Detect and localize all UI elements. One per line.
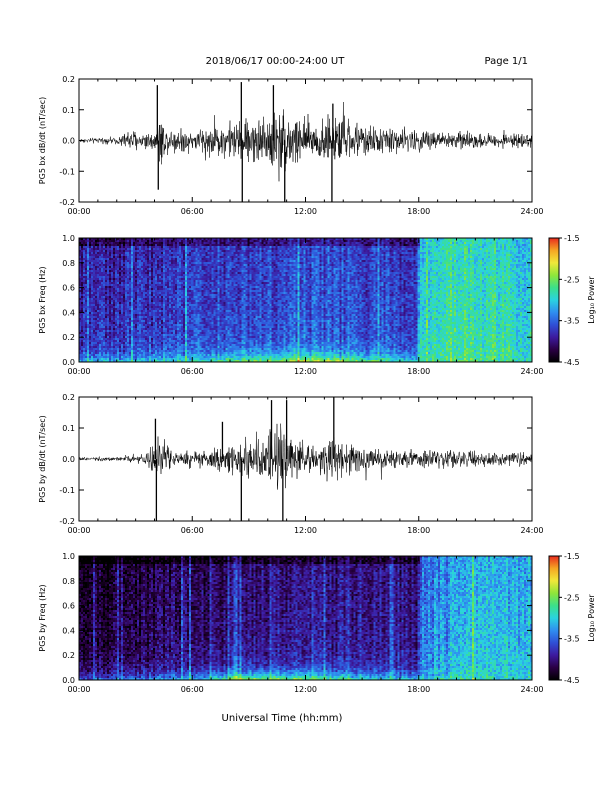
y-tick-label: 0.0	[62, 137, 75, 146]
by-waveform-panel: 00:00 06:00 12:00 18:00 24:00 0.2 0.1 0.0 -0.1 -0…	[38, 393, 544, 535]
colorbar-tick-label: -1.5	[564, 234, 580, 243]
colorbar-tick-label: -3.5	[564, 317, 580, 326]
colorbar-tick-label: -2.5	[564, 593, 580, 602]
x-tick-label: 06:00	[181, 207, 204, 216]
y-axis-title: PG5 by dB/dt (nT/sec)	[38, 415, 47, 502]
x-tick-label: 12:00	[294, 367, 317, 376]
y-axis-title: PG5 by Freq (Hz)	[38, 584, 47, 651]
x-tick-label: 12:00	[294, 207, 317, 216]
by-spectrogram-panel: 00:00 06:00 12:00 18:00 24:00 1.0 0.8 0.6 0.4 0.2…	[38, 552, 596, 694]
x-tick-label: 24:00	[520, 207, 543, 216]
x-axis-title: Universal Time (hh:mm)	[222, 713, 343, 724]
x-tick-label: 24:00	[520, 367, 543, 376]
x-tick-label: 18:00	[407, 685, 430, 694]
x-tick-label: 24:00	[520, 685, 543, 694]
y-tick-label: 0.1	[62, 424, 75, 433]
y-tick-label: 0.1	[62, 106, 75, 115]
colorbar	[548, 555, 560, 681]
y-tick-label: 0.2	[62, 75, 75, 84]
y-tick-label: 0.0	[62, 358, 75, 367]
y-axis-title: PG5 bx dB/dt (nT/sec)	[38, 97, 47, 184]
x-tick-label: 00:00	[67, 526, 90, 535]
colorbar	[548, 237, 560, 363]
y-tick-label: 1.0	[62, 552, 75, 561]
y-tick-label: -0.1	[59, 486, 75, 495]
x-tick-label: 18:00	[407, 526, 430, 535]
x-tick-label: 00:00	[67, 207, 90, 216]
spectrogram-image	[79, 238, 532, 362]
y-tick-label: 0.4	[62, 308, 75, 317]
x-tick-label: 18:00	[407, 207, 430, 216]
y-tick-label: -0.2	[59, 517, 75, 526]
y-tick-label: -0.2	[59, 198, 75, 207]
bx-spectrogram-panel: 00:00 06:00 12:00 18:00 24:00 1.0 0.8 0.6 0.4 0.2…	[38, 234, 596, 376]
waveform-trace	[78, 102, 533, 182]
y-tick-label: 1.0	[62, 234, 75, 243]
y-tick-label: 0.6	[62, 602, 75, 611]
x-tick-label: 12:00	[294, 526, 317, 535]
y-tick-label: 0.6	[62, 284, 75, 293]
colorbar-tick-label: -1.5	[564, 552, 580, 561]
colorbar-tick-label: -3.5	[564, 635, 580, 644]
x-tick-label: 24:00	[520, 526, 543, 535]
x-tick-label: 06:00	[181, 526, 204, 535]
y-tick-label: 0.0	[62, 455, 75, 464]
x-tick-label: 06:00	[181, 367, 204, 376]
y-axis-title: PG5 bx Freq (Hz)	[38, 266, 47, 333]
colorbar-tick-label: -4.5	[564, 676, 580, 685]
x-tick-label: 00:00	[67, 685, 90, 694]
colorbar-tick-label: -2.5	[564, 275, 580, 284]
y-tick-label: 0.8	[62, 259, 75, 268]
x-tick-label: 18:00	[407, 367, 430, 376]
page-indicator: Page 1/1	[485, 56, 528, 67]
x-tick-label: 00:00	[67, 367, 90, 376]
y-tick-label: 0.2	[62, 393, 75, 402]
y-tick-label: -0.1	[59, 167, 75, 176]
bx-waveform-panel: 00:00 06:00 12:00 18:00 24:00 0.2 0.1 0.0 -0.1 -0…	[38, 75, 544, 216]
colorbar-title: Log₁₀ Power	[587, 276, 596, 324]
y-tick-label: 0.0	[62, 676, 75, 685]
colorbar-title: Log₁₀ Power	[587, 594, 596, 642]
x-tick-label: 06:00	[181, 685, 204, 694]
y-tick-label: 0.4	[62, 626, 75, 635]
panels-group: 00:00 06:00 12:00 18:00 24:00 0.2 0.1 0.0 -0.1 -0…	[38, 75, 596, 694]
x-tick-label: 12:00	[294, 685, 317, 694]
y-tick-label: 0.2	[62, 333, 75, 342]
y-tick-label: 0.8	[62, 577, 75, 586]
colorbar-tick-label: -4.5	[564, 358, 580, 367]
spectrogram-image	[79, 556, 532, 680]
y-tick-label: 0.2	[62, 651, 75, 660]
waveform-trace	[78, 423, 533, 490]
figure-title: 2018/06/17 00:00-24:00 UT	[206, 56, 346, 67]
